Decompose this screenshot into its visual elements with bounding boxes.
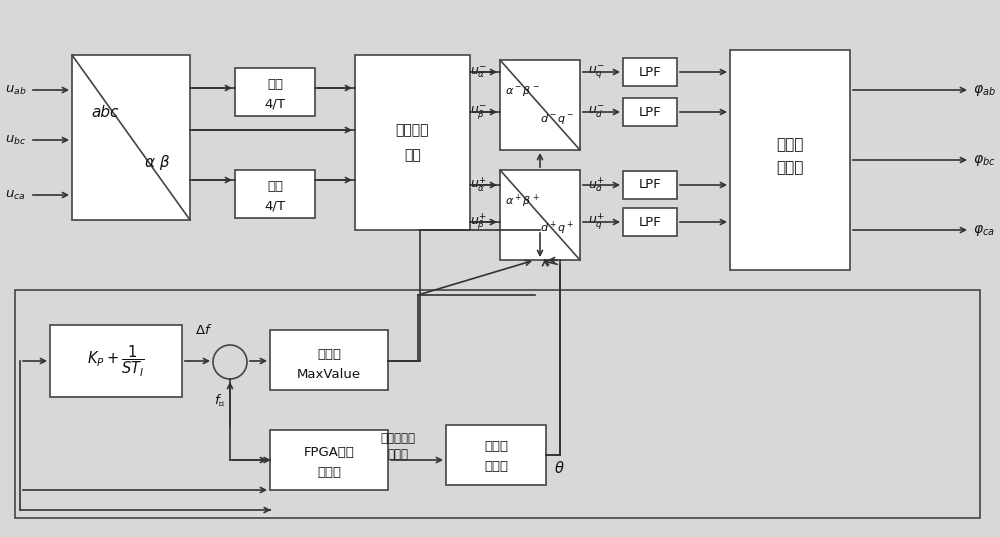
Text: 分解: 分解: [404, 148, 421, 162]
Bar: [500, 170, 580, 260]
Bar: [72, 55, 190, 220]
Text: LPF: LPF: [639, 66, 661, 78]
Text: LPF: LPF: [639, 215, 661, 229]
Text: 延时: 延时: [267, 179, 283, 192]
Bar: [623, 98, 677, 126]
Text: $u_{ab}$: $u_{ab}$: [5, 83, 27, 97]
Text: $u_{d}^{-}$: $u_{d}^{-}$: [588, 104, 605, 120]
Text: $\varphi_{ab}$: $\varphi_{ab}$: [973, 83, 996, 98]
Text: $\Delta f$: $\Delta f$: [195, 323, 212, 337]
Text: 计数值: 计数值: [388, 447, 409, 461]
Text: 校正角: 校正角: [776, 137, 804, 153]
Text: 4/T: 4/T: [264, 98, 286, 111]
Text: 转换为: 转换为: [484, 440, 508, 454]
Bar: [623, 208, 677, 236]
Bar: [270, 430, 388, 490]
Bar: [446, 425, 546, 485]
Text: MaxValue: MaxValue: [297, 367, 361, 381]
Text: $u_{q}^{+}$: $u_{q}^{+}$: [588, 212, 605, 233]
Text: 4/T: 4/T: [264, 200, 286, 213]
Text: 延时相序: 延时相序: [396, 123, 429, 137]
Text: 计数器: 计数器: [317, 466, 341, 478]
Text: $K_P+\dfrac{1}{ST_I}$: $K_P+\dfrac{1}{ST_I}$: [87, 343, 145, 379]
Bar: [623, 58, 677, 86]
Bar: [623, 171, 677, 199]
Text: 当前计数器: 当前计数器: [380, 432, 416, 445]
Text: FPGA锁相: FPGA锁相: [304, 446, 354, 459]
Text: $\varphi_{ca}$: $\varphi_{ca}$: [973, 222, 995, 237]
Text: $\alpha^+\beta^+$: $\alpha^+\beta^+$: [505, 193, 540, 210]
Text: 度计算: 度计算: [776, 161, 804, 176]
Bar: [235, 170, 315, 218]
Text: LPF: LPF: [639, 178, 661, 192]
Text: $u_{q}^{-}$: $u_{q}^{-}$: [588, 63, 605, 81]
Text: 延时: 延时: [267, 77, 283, 91]
Text: α β: α β: [145, 155, 169, 170]
Text: $u_{\beta}^{+}$: $u_{\beta}^{+}$: [470, 212, 487, 233]
Text: 锁相角: 锁相角: [484, 461, 508, 474]
Text: $u_{\beta}^{-}$: $u_{\beta}^{-}$: [470, 103, 487, 121]
Bar: [730, 50, 850, 270]
Text: $u_{ca}$: $u_{ca}$: [5, 188, 26, 201]
Text: $u_{bc}$: $u_{bc}$: [5, 134, 26, 147]
Text: $u_{\alpha}^{+}$: $u_{\alpha}^{+}$: [470, 176, 487, 194]
Bar: [235, 68, 315, 116]
Text: LPF: LPF: [639, 105, 661, 119]
Bar: [50, 325, 182, 397]
Text: $\alpha^-\beta^-$: $\alpha^-\beta^-$: [505, 84, 540, 98]
Text: $\theta$: $\theta$: [554, 460, 565, 476]
Bar: [270, 330, 388, 390]
Text: 转换为: 转换为: [317, 349, 341, 361]
Text: abc: abc: [91, 105, 119, 120]
Text: $u_{\alpha}^{-}$: $u_{\alpha}^{-}$: [470, 64, 487, 80]
Bar: [355, 55, 470, 230]
Text: $f_{\rm 初}$: $f_{\rm 初}$: [214, 392, 226, 408]
Bar: [500, 60, 580, 150]
Text: $\varphi_{bc}$: $\varphi_{bc}$: [973, 153, 996, 168]
Text: $u_{d}^{+}$: $u_{d}^{+}$: [588, 176, 605, 194]
Bar: [15, 290, 980, 518]
Text: $d^-q^-$: $d^-q^-$: [540, 112, 575, 126]
Text: $d^+q^+$: $d^+q^+$: [540, 220, 575, 237]
